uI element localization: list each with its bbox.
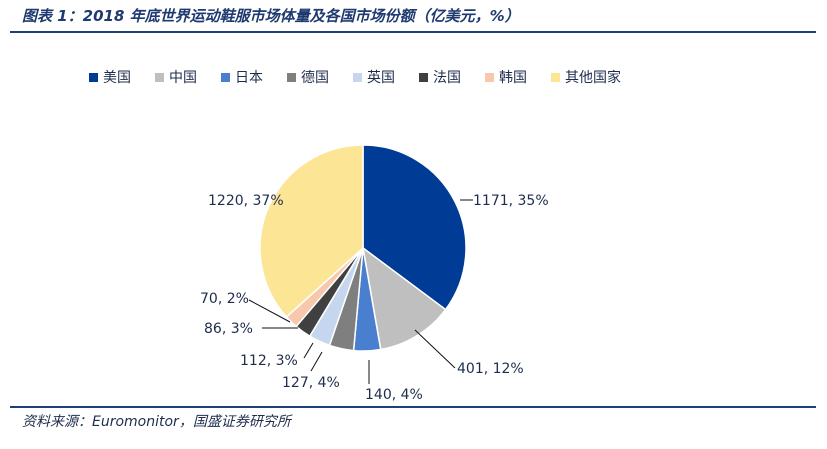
chart-legend: 美国 中国 日本 德国 英国 法国 韩国 其他国家 [89,67,645,87]
slice-data-label: 127, 4% [282,375,340,391]
legend-item: 德国 [287,67,329,87]
pie-slice [259,144,364,318]
legend-item: 法国 [419,67,461,87]
pie-slice [362,144,467,311]
top-rule [10,31,816,33]
slice-data-label: 1220, 37% [208,193,284,209]
slice-data-label: 1171, 35% [473,193,549,209]
legend-swatch [89,72,98,82]
legend-swatch [155,72,164,82]
legend-label: 美国 [103,70,131,86]
legend-item: 日本 [221,67,263,87]
pie-slice [361,246,447,351]
source-note: 资料来源：Euromonitor，国盛证券研究所 [22,414,291,430]
legend-label: 英国 [367,70,395,86]
legend-swatch [551,72,560,82]
legend-swatch [221,72,230,82]
legend-swatch [485,72,494,82]
legend-item: 韩国 [485,67,527,87]
legend-swatch [287,72,296,82]
slice-data-label: 86, 3% [204,321,253,337]
slice-data-label: 70, 2% [200,291,249,307]
legend-label: 德国 [301,70,329,86]
slice-data-label: 140, 4% [365,387,423,403]
legend-swatch [419,72,428,82]
leader-line [310,351,323,372]
legend-item: 英国 [353,67,395,87]
legend-label: 韩国 [499,70,527,86]
figure-title: 图表 1：2018 年底世界运动鞋服市场体量及各国市场份额（亿美元，%） [22,7,520,25]
legend-swatch [353,72,362,82]
legend-label: 法国 [433,70,461,86]
legend-label: 其他国家 [565,70,621,86]
leader-line [303,342,314,359]
legend-item: 中国 [155,67,197,87]
bottom-rule [10,406,816,408]
slice-data-label: 401, 12% [457,361,524,377]
leader-line [248,299,291,323]
legend-item: 其他国家 [551,67,621,87]
legend-label: 中国 [169,70,197,86]
slice-data-label: 112, 3% [240,353,298,369]
legend-label: 日本 [235,70,263,86]
legend-item: 美国 [89,67,131,87]
leader-line [414,329,456,369]
